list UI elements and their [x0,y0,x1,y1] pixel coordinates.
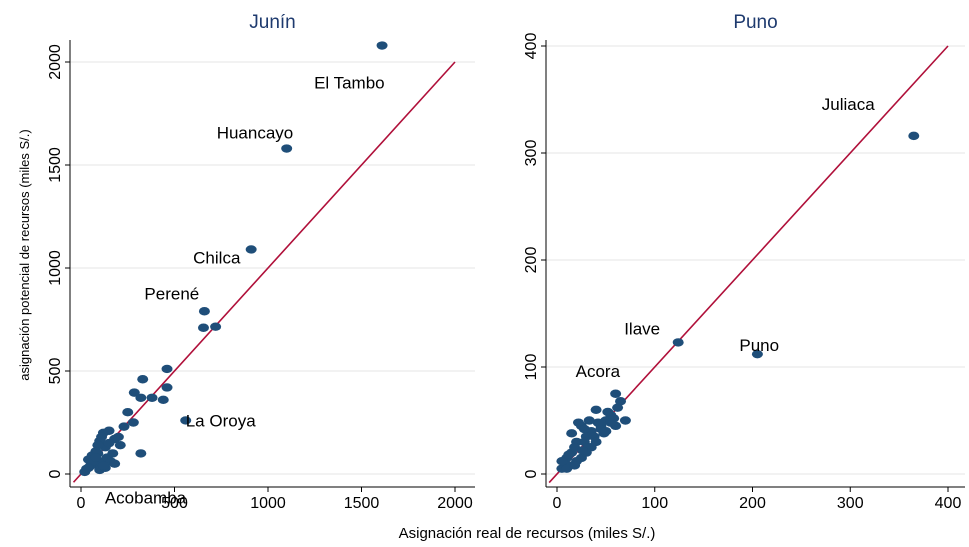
x-tick-label: 500 [161,495,188,512]
data-point [569,461,581,470]
panel-junin: 0 500 1000 1500 2000 0 500 1000 1500 2000 Junín El … [47,12,475,512]
panel-title: Puno [733,12,777,33]
point-annotation: La Oroya [186,411,256,430]
panel-title: Junín [249,12,295,33]
data-point [573,418,585,427]
data-point [592,418,604,427]
x-tick-label: 1000 [250,495,286,512]
y-tick-label: 2000 [47,44,64,80]
y-tick-label: 100 [523,354,540,381]
y-tick-label: 0 [47,469,64,478]
data-point [127,418,139,427]
data-point [590,437,602,447]
y-tick-label: 1500 [47,147,64,183]
data-point [109,459,121,468]
x-axis-label: Asignación real de recursos (miles S/.) [399,525,656,542]
data-point [672,338,684,347]
x-tick-label: 2000 [437,495,473,512]
data-point [82,463,94,473]
data-point [612,403,624,412]
x-tick-label: 200 [739,495,766,512]
data-point [161,383,173,392]
data-point [157,395,169,405]
y-tick-label: 0 [523,469,540,478]
point-annotation: El Tambo [314,74,385,93]
data-point [610,389,622,398]
data-point [90,453,102,462]
data-point [556,456,568,466]
x-tick-label: 0 [77,495,86,512]
data-point [103,438,115,448]
data-point [97,461,109,470]
panel-puno: 0 100 200 300 400 0 100 200 300 400 Puno Juliaca Ila… [523,12,965,512]
point-annotation: Puno [739,336,779,355]
data-point [619,416,631,425]
data-point [576,446,588,455]
data-point [146,393,158,402]
y-tick-label: 200 [523,247,540,274]
data-point [376,41,388,50]
y-tick-label: 500 [47,358,64,385]
reference-line [72,61,456,483]
data-point [578,424,590,434]
data-point [118,422,130,431]
data-point [245,245,257,254]
data-point [615,397,627,406]
data-point [563,450,575,459]
data-point [107,449,119,458]
data-point [590,405,602,414]
data-point [908,131,920,141]
data-point [602,407,614,417]
data-point [281,144,293,153]
point-annotation: Chilca [193,248,241,267]
data-point [197,323,209,332]
data-point [210,322,222,331]
data-point [122,408,134,417]
data-point [114,440,126,450]
x-tick-label: 100 [641,495,668,512]
data-point [135,449,147,458]
x-tick-label: 0 [553,495,562,512]
data-point [600,427,612,436]
y-tick-label: 1000 [47,250,64,286]
y-tick-label: 400 [523,33,540,60]
data-point [128,388,140,397]
point-annotation: Huancayo [217,124,294,143]
data-point [566,429,578,438]
point-annotation: Juliaca [822,95,875,114]
data-point [605,418,617,427]
data-point [96,432,108,442]
y-axis-label: asignación potencial de recursos (miles … [17,129,32,380]
data-point [135,393,147,402]
x-tick-label: 400 [935,495,962,512]
y-tick-label: 300 [523,140,540,167]
point-annotation: Perené [144,284,199,303]
data-point [198,307,210,316]
data-point [103,426,115,435]
data-point [180,416,192,425]
point-annotation: Acora [576,362,621,381]
data-point [161,364,173,374]
data-point [751,349,763,359]
point-annotation: Ilave [624,319,660,338]
x-tick-label: 1500 [344,495,380,512]
data-point [137,375,149,384]
point-annotation: Acobamba [105,488,187,507]
data-point [583,416,595,425]
x-tick-label: 300 [837,495,864,512]
